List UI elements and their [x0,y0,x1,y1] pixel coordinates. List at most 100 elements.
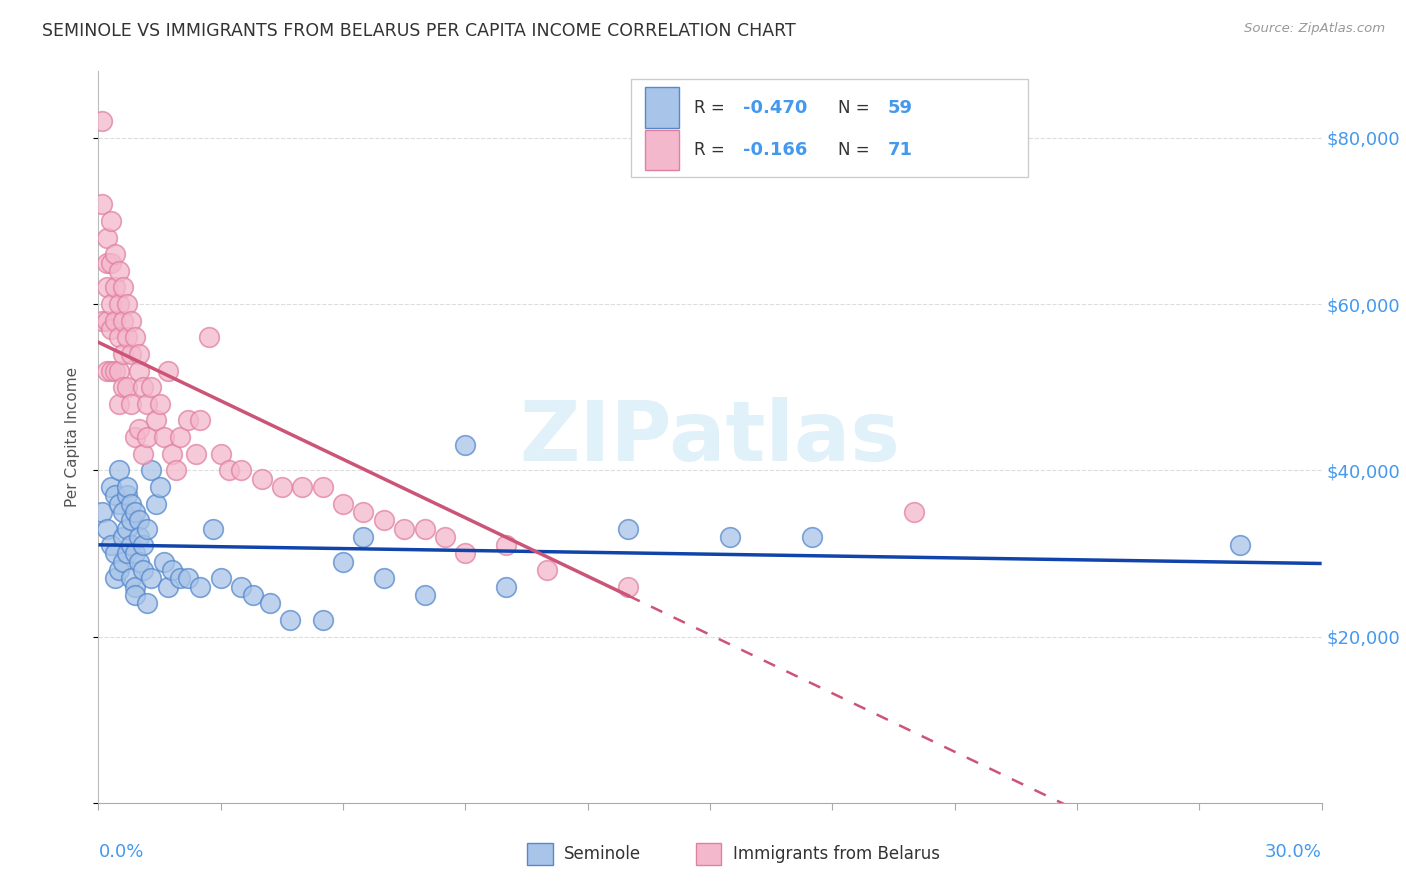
Text: 59: 59 [887,99,912,117]
Point [373,571,395,585]
Point [111,314,134,328]
Point [111,280,134,294]
Point [111,505,134,519]
Point [352,505,374,519]
Point [96,521,118,535]
Text: ZIPatlas: ZIPatlas [520,397,900,477]
Point [128,422,150,436]
Point [259,596,281,610]
Point [617,521,640,535]
Point [115,480,138,494]
Point [312,613,335,627]
Point [115,521,138,535]
Point [124,330,146,344]
Point [278,613,301,627]
Point [536,563,558,577]
Point [454,438,477,452]
Point [177,413,200,427]
Point [1229,538,1251,552]
Point [111,530,134,544]
Point [91,197,114,211]
Point [250,472,273,486]
Point [132,447,155,461]
Point [104,571,127,585]
Point [141,571,163,585]
Point [145,413,167,427]
Point [434,530,457,544]
Point [124,505,146,519]
Point [132,538,155,552]
Point [209,447,232,461]
Point [100,538,122,552]
Point [100,255,122,269]
Point [91,505,114,519]
Point [104,280,127,294]
Point [156,363,179,377]
Point [128,513,150,527]
Point [197,330,219,344]
Point [454,546,477,560]
Point [413,588,436,602]
Point [156,580,179,594]
Point [108,497,131,511]
Point [108,397,131,411]
Point [115,488,138,502]
Point [111,380,134,394]
Point [373,513,395,527]
Point [218,463,240,477]
Point [111,347,134,361]
Point [495,538,517,552]
Point [128,555,150,569]
Point [96,363,118,377]
Text: 30.0%: 30.0% [1265,843,1322,861]
Point [120,571,142,585]
Point [104,363,127,377]
Point [169,571,191,585]
Point [111,555,134,569]
Point [115,330,138,344]
Point [231,580,253,594]
Point [104,247,127,261]
Point [136,596,159,610]
Point [903,505,925,519]
Point [186,447,208,461]
Text: R =: R = [695,99,730,117]
Point [100,214,122,228]
Point [136,521,159,535]
Point [100,322,122,336]
Point [96,280,118,294]
Point [96,230,118,244]
Point [231,463,253,477]
Bar [645,130,679,170]
Point [120,397,142,411]
Point [124,430,146,444]
Point [617,580,640,594]
Point [124,580,146,594]
Text: R =: R = [695,141,730,159]
Point [100,297,122,311]
Point [132,380,155,394]
Point [177,571,200,585]
Point [312,480,335,494]
Point [115,380,138,394]
Point [104,314,127,328]
Point [132,563,155,577]
Point [201,521,224,535]
Text: N =: N = [838,141,876,159]
Point [108,563,131,577]
Bar [630,78,1028,178]
Point [352,530,374,544]
Text: Source: ZipAtlas.com: Source: ZipAtlas.com [1244,22,1385,36]
Point [149,397,172,411]
Point [160,447,183,461]
Text: SEMINOLE VS IMMIGRANTS FROM BELARUS PER CAPITA INCOME CORRELATION CHART: SEMINOLE VS IMMIGRANTS FROM BELARUS PER … [42,22,796,40]
Point [120,538,142,552]
Point [720,530,742,544]
Point [169,430,191,444]
Text: Seminole: Seminole [564,845,641,863]
Bar [645,87,679,128]
Text: 0.0%: 0.0% [98,843,143,861]
Point [108,363,131,377]
Point [332,555,354,569]
Point [141,380,163,394]
